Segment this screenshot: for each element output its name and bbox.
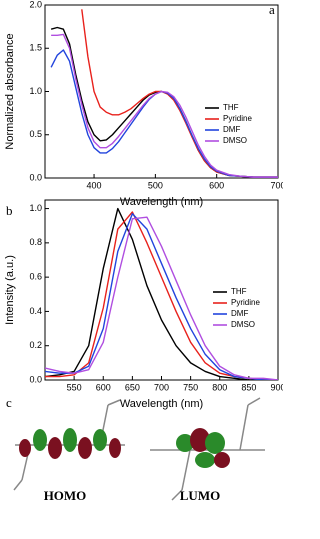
legend-label: Pyridine (231, 298, 260, 307)
y-tick-label: 0.0 (29, 374, 42, 384)
x-tick-label: 700 (270, 180, 283, 190)
x-tick-label: 900 (270, 382, 283, 392)
x-tick-label: 700 (154, 382, 169, 392)
y-tick-label: 0.8 (29, 237, 42, 247)
panel-label: b (6, 203, 13, 218)
data-line (50, 26, 278, 178)
x-tick-label: 750 (183, 382, 198, 392)
legend-label: DMF (231, 309, 248, 318)
y-tick-label: 1.5 (29, 43, 42, 53)
x-tick-label: 650 (125, 382, 140, 392)
legend-label: THF (231, 287, 247, 296)
legend-label: Pyridine (223, 114, 252, 123)
data-line (51, 33, 278, 178)
legend-label: DMSO (231, 320, 255, 329)
data-line (45, 207, 278, 380)
x-tick-label: 400 (87, 180, 102, 190)
x-tick-label: 500 (148, 180, 163, 190)
x-axis-title: Wavelength (nm) (120, 196, 203, 208)
y-tick-label: 0.0 (29, 172, 42, 182)
legend-label: THF (223, 103, 239, 112)
y-tick-label: 1.0 (29, 203, 42, 213)
x-tick-label: 850 (241, 382, 256, 392)
lumo-molecule (150, 397, 265, 501)
orbital-label: HOMO (44, 488, 87, 503)
figure: a b c HOMO LUMO 400 500 600 700 0.0 0.5 1.0 1.5… (4, 0, 283, 503)
legend-label: DMF (223, 125, 240, 134)
x-tick-label: 600 (96, 382, 111, 392)
panel-label: a (269, 2, 275, 17)
data-line (81, 9, 278, 178)
data-line (45, 213, 278, 380)
x-tick-label: 800 (212, 382, 227, 392)
y-axis-title: Intensity (a.u.) (4, 255, 16, 325)
y-tick-label: 1.0 (29, 86, 42, 96)
x-tick-label: 550 (67, 382, 82, 392)
y-tick-label: 0.6 (29, 272, 42, 282)
y-axis-title: Normalized absorbance (4, 33, 16, 149)
panel-label: c (6, 395, 12, 410)
x-tick-label: 600 (209, 180, 224, 190)
legend-label: DMSO (223, 136, 247, 145)
y-tick-label: 2.0 (29, 0, 42, 9)
homo-molecule (13, 399, 125, 491)
y-tick-label: 0.5 (29, 129, 42, 139)
y-tick-label: 0.4 (29, 306, 42, 316)
y-tick-label: 0.2 (29, 340, 42, 350)
data-line (45, 216, 278, 380)
orbital-label: LUMO (180, 488, 220, 503)
x-axis-title: Wavelength (nm) (120, 398, 203, 410)
